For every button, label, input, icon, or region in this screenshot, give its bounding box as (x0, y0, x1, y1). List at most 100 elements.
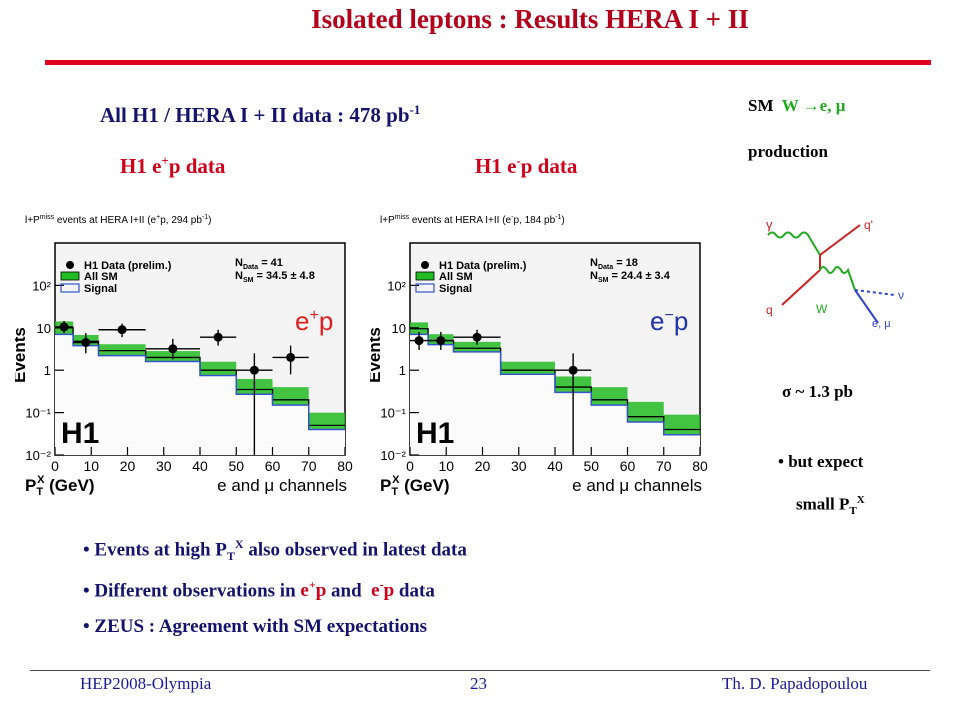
right-plot-label-a: H1 e (475, 154, 517, 178)
data-point (59, 322, 69, 332)
dataset-summary: All H1 / HERA I + II data : 478 pb-1 (100, 102, 420, 128)
process-label-sup: − (664, 307, 673, 324)
x-axis-label-b: (GeV) (44, 476, 94, 495)
y-tick-label: 1 (44, 363, 51, 378)
nsm-value: = 24.4 ± 3.4 (608, 270, 670, 282)
chart-header: l+Pmiss events at HERA I+II (e+p, 294 pb… (25, 214, 212, 226)
signal-fill (410, 334, 700, 455)
ndata-sub: Data (598, 264, 613, 271)
ndata-text: NData = 41 (235, 257, 283, 271)
chart-header-a: l+P (25, 215, 40, 226)
bullet-1-text-a: Events at high P (94, 539, 227, 561)
production-label: production (748, 142, 828, 161)
legend-data-marker (421, 261, 429, 269)
bullet-2-eplus-sup: + (308, 578, 316, 593)
nu-label: ν (898, 288, 904, 302)
ndata-label: N (590, 257, 598, 269)
experiment-label: H1 (61, 417, 99, 450)
process-label: e−p (650, 306, 688, 336)
x-tick-label: 10 (438, 458, 454, 474)
x-tick-label: 40 (547, 458, 563, 474)
bullet-1-sub: T (226, 549, 235, 564)
chart-header-c: p, 294 pb (160, 215, 202, 226)
x-tick-label: 40 (192, 458, 208, 474)
chart-header-sup: miss (395, 214, 410, 221)
x-axis-label: PTX (GeV) (380, 474, 449, 497)
ndata-sub: Data (243, 264, 258, 271)
data-point (168, 344, 178, 354)
bullet-3: • ZEUS : Agreement with SM expectations (83, 616, 428, 638)
footer-conference: HEP2008-Olympia (80, 674, 212, 693)
chart-header-c: p, 184 pb (513, 215, 555, 226)
nsm-value: = 34.5 ± 4.8 (253, 270, 314, 282)
dataset-summary-text: All H1 / HERA I + II data : 478 pb (100, 103, 410, 127)
legend-sm-label: All SM (84, 271, 118, 283)
bullet-2-mid: and (326, 580, 372, 602)
legend-sm-marker (415, 271, 435, 281)
x-tick-label: 60 (620, 458, 636, 474)
chart-header-b: events at HERA I+II (e (409, 215, 511, 226)
x-tick-label: 0 (406, 458, 414, 474)
x-tick-label: 10 (83, 458, 99, 474)
y-tick-label: 10⁻¹ (25, 406, 51, 421)
y-tick-label: 10² (387, 278, 406, 293)
bullet-2-eminus-a: e (371, 580, 380, 602)
x-tick-label: 20 (120, 458, 136, 474)
x-tick-label: 30 (511, 458, 527, 474)
lepton-line (854, 289, 879, 324)
bullet-2-text-a: Different observations in (94, 580, 301, 602)
bullet-1-text-b: also observed in latest data (243, 539, 467, 561)
x-axis-label-sub: T (36, 486, 43, 497)
chart-eminus-p: l+Pmiss events at HERA I+II (e-p, 184 pb… (370, 214, 708, 497)
ndata-value: = 41 (258, 257, 283, 269)
gamma-label: γ (766, 217, 773, 232)
sm-label: SM (748, 96, 774, 115)
chart-header-lumi: -1 (202, 214, 208, 221)
y-tick-label: 10⁻¹ (380, 406, 406, 421)
y-tick-label: 10² (32, 278, 51, 293)
y-tick-label: 10 (392, 321, 406, 336)
experiment-label: H1 (416, 417, 454, 450)
sm-process: SM W →e, μ (748, 96, 845, 116)
expect-line-2: small PTX (796, 494, 865, 517)
bullet-2-eplus: e+p (300, 578, 326, 602)
data-point (286, 352, 296, 362)
nsm-text: NSM = 24.4 ± 3.4 (590, 270, 671, 284)
x-axis-label-sup: X (392, 474, 400, 486)
legend-data-label: H1 Data (prelim.) (439, 260, 527, 272)
channels-label: e and μ channels (572, 476, 702, 495)
x-axis-label-a: P (380, 476, 391, 495)
y-tick-label: 1 (399, 363, 406, 378)
y-tick-label: 10⁻² (25, 448, 51, 463)
x-tick-label: 80 (692, 458, 708, 474)
left-plot-label-a: H1 e (120, 154, 162, 178)
legend-signal-label: Signal (439, 283, 472, 295)
ndata-text: NData = 18 (590, 257, 638, 271)
process-label-a: e (650, 306, 664, 336)
bullet-2-end: data (394, 580, 435, 602)
conclusions-list: • Events at high PTX also observed in la… (83, 537, 467, 652)
qprime-label: q' (864, 218, 873, 232)
expect-line-1: • but expect (778, 452, 864, 471)
q-label: q (766, 303, 773, 317)
x-axis-label-sup: X (37, 474, 45, 486)
signal-fill (55, 334, 345, 455)
x-axis-label-a: P (25, 476, 36, 495)
bullet-2-eplus-a: e (300, 580, 309, 602)
right-plot-label-sup: - (516, 153, 521, 168)
x-tick-label: 50 (228, 458, 244, 474)
ndata-label: N (235, 257, 243, 269)
data-point (213, 332, 223, 342)
expect-line-2-sub: T (849, 505, 857, 518)
x-tick-label: 20 (475, 458, 491, 474)
left-plot-label: H1 e+p data (120, 153, 225, 179)
chart-header: l+Pmiss events at HERA I+II (e-p, 184 pb… (380, 214, 565, 226)
legend-sm-marker (60, 271, 80, 281)
bullet-2-eminus-sup: - (379, 578, 384, 593)
legend-sm-label: All SM (439, 271, 473, 283)
process-label-b: p (674, 306, 688, 336)
y-tick-label: 10⁻² (380, 448, 406, 463)
x-tick-label: 60 (265, 458, 281, 474)
chart-header-end: ) (208, 215, 211, 226)
chart-header-end: ) (561, 215, 564, 226)
